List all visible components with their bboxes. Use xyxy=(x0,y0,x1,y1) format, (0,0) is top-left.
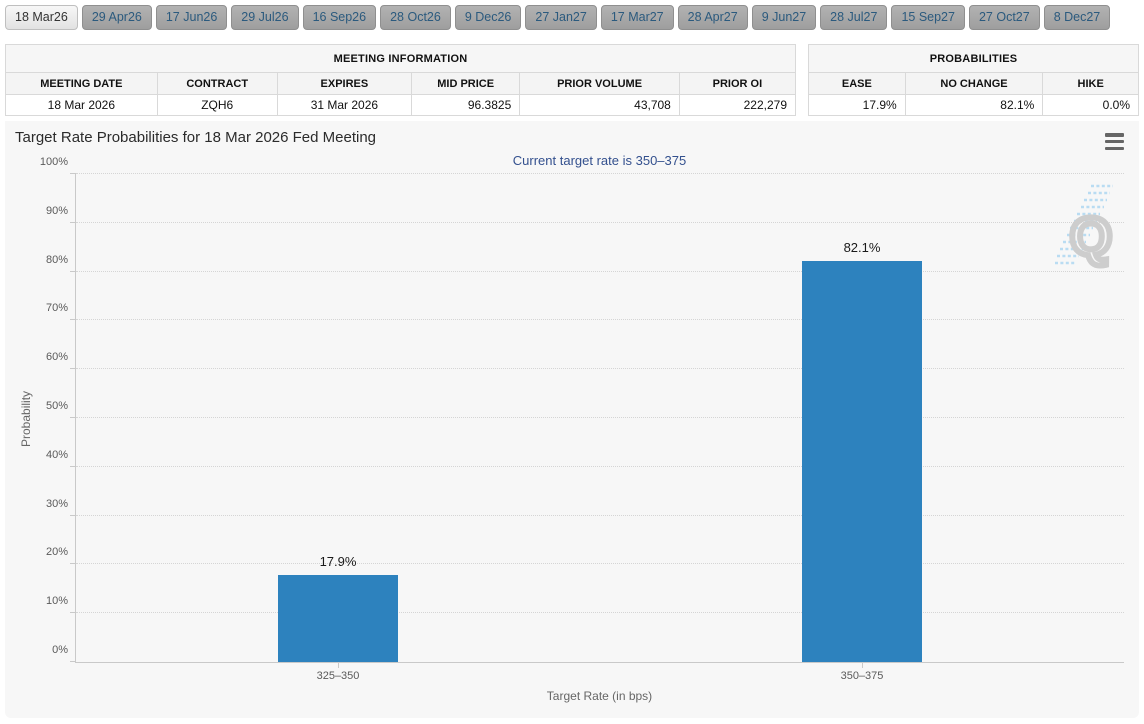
y-axis-tick xyxy=(70,563,76,565)
gridline xyxy=(76,465,1124,467)
tab-28-apr27[interactable]: 28 Apr27 xyxy=(677,5,748,30)
column-header: MEETING DATE xyxy=(5,72,158,95)
table-title: MEETING INFORMATION xyxy=(5,44,796,73)
y-axis-label: 90% xyxy=(45,204,68,217)
bar-value-label: 82.1% xyxy=(843,240,881,256)
target-rate-chart: Target Rate Probabilities for 18 Mar 202… xyxy=(5,121,1139,718)
cell: 0.0% xyxy=(1042,94,1139,116)
x-axis-tick xyxy=(338,662,339,668)
cell: 31 Mar 2026 xyxy=(276,94,413,116)
svg-text:Q: Q xyxy=(1070,207,1112,267)
chart-title: Target Rate Probabilities for 18 Mar 202… xyxy=(15,129,377,146)
y-axis-label: 10% xyxy=(45,595,68,608)
column-header: CONTRACT xyxy=(156,72,278,95)
gridline xyxy=(76,514,1124,516)
tab-28-oct26[interactable]: 28 Oct26 xyxy=(380,5,451,30)
tab-16-sep26[interactable]: 16 Sep26 xyxy=(302,5,377,30)
tab-17-jun26[interactable]: 17 Jun26 xyxy=(155,5,228,30)
chart-context-menu-icon[interactable] xyxy=(1103,132,1126,151)
column-header: PRIOR OI xyxy=(678,72,797,95)
y-axis-tick xyxy=(70,368,76,370)
column-header: PRIOR VOLUME xyxy=(519,72,680,95)
gridline xyxy=(76,563,1124,565)
y-axis-tick xyxy=(70,173,76,174)
bar-325–350[interactable] xyxy=(278,574,398,662)
tab-18-mar26[interactable]: 18 Mar26 xyxy=(5,5,78,30)
y-axis-label: 80% xyxy=(45,253,68,266)
tab-29-apr26[interactable]: 29 Apr26 xyxy=(81,5,152,30)
x-axis-label: 350–375 xyxy=(840,670,884,682)
column-header: MID PRICE xyxy=(411,72,521,95)
cell: 96.3825 xyxy=(411,94,521,116)
meeting-date-tabbar: 18 Mar26 29 Apr26 17 Jun26 29 Jul26 16 Sep26… xyxy=(0,0,1144,30)
x-axis-label: 325–350 xyxy=(316,670,360,682)
tab-9-jun27[interactable]: 9 Jun27 xyxy=(751,5,817,30)
y-axis-label: 20% xyxy=(45,546,68,559)
tab-28-jul27[interactable]: 28 Jul27 xyxy=(820,5,888,30)
y-axis-title: Probability xyxy=(19,390,33,447)
y-axis-tick xyxy=(70,270,76,272)
gridline xyxy=(76,368,1124,370)
tab-8-dec27[interactable]: 8 Dec27 xyxy=(1043,5,1111,30)
y-axis-tick xyxy=(70,612,76,614)
column-header: HIKE xyxy=(1042,72,1139,95)
y-axis-tick xyxy=(70,417,76,418)
chart-subtitle: Current target rate is 350–375 xyxy=(512,153,687,168)
x-axis-title: Target Rate (in bps) xyxy=(546,689,653,703)
tab-27-jan27[interactable]: 27 Jan27 xyxy=(525,5,597,30)
cell: 18 Mar 2026 xyxy=(5,94,158,116)
y-axis-tick xyxy=(70,514,76,516)
y-axis-label: 0% xyxy=(52,644,68,656)
info-tables-row: MEETING INFORMATION MEETING DATE CONTRACT E… xyxy=(5,44,1139,116)
tab-29-jul26[interactable]: 29 Jul26 xyxy=(231,5,299,30)
y-axis-tick xyxy=(70,221,76,223)
plot-area: 0% 10% 20% 30% 40% 50% 60% 70% 80% 90% 100% 17.9% 32… xyxy=(40,156,1124,682)
cell: ZQH6 xyxy=(156,94,278,116)
cell: 222,279 xyxy=(678,94,797,116)
bar-350–375[interactable] xyxy=(802,261,922,662)
table-title: PROBABILITIES xyxy=(808,44,1139,73)
y-axis-label: 30% xyxy=(45,497,68,510)
y-axis-label: 100% xyxy=(39,156,68,168)
tab-27-oct27[interactable]: 27 Oct27 xyxy=(968,5,1040,30)
gridline xyxy=(76,270,1124,272)
gridline xyxy=(76,173,1124,174)
meeting-information-table: MEETING INFORMATION MEETING DATE CONTRACT E… xyxy=(5,44,797,116)
column-header: EXPIRES xyxy=(276,72,413,95)
y-axis-label: 70% xyxy=(45,302,68,315)
y-axis-label: 40% xyxy=(45,448,68,461)
gridline xyxy=(76,319,1124,321)
cell: 17.9% xyxy=(808,94,906,116)
column-header: EASE xyxy=(808,72,906,95)
x-axis-tick xyxy=(862,662,863,668)
gridline xyxy=(76,612,1124,614)
y-axis-label: 50% xyxy=(45,400,68,412)
y-axis-tick xyxy=(70,661,76,662)
tab-15-sep27[interactable]: 15 Sep27 xyxy=(891,5,965,30)
probabilities-table: PROBABILITIES EASE NO CHANGE HIKE 17.9% 82.1%… xyxy=(808,44,1139,116)
y-axis-tick xyxy=(70,465,76,467)
quikstrike-q-watermark: Q xyxy=(1055,184,1115,269)
gridline xyxy=(76,221,1124,223)
gridline xyxy=(76,417,1124,418)
y-axis-label: 60% xyxy=(45,351,68,364)
tab-9-dec26[interactable]: 9 Dec26 xyxy=(454,5,522,30)
cell: 43,708 xyxy=(519,94,680,116)
tab-17-mar27[interactable]: 17 Mar27 xyxy=(600,5,674,30)
bar-value-label: 17.9% xyxy=(319,553,357,569)
column-header: NO CHANGE xyxy=(904,72,1044,95)
cell: 82.1% xyxy=(904,94,1044,116)
y-axis-tick xyxy=(70,319,76,321)
